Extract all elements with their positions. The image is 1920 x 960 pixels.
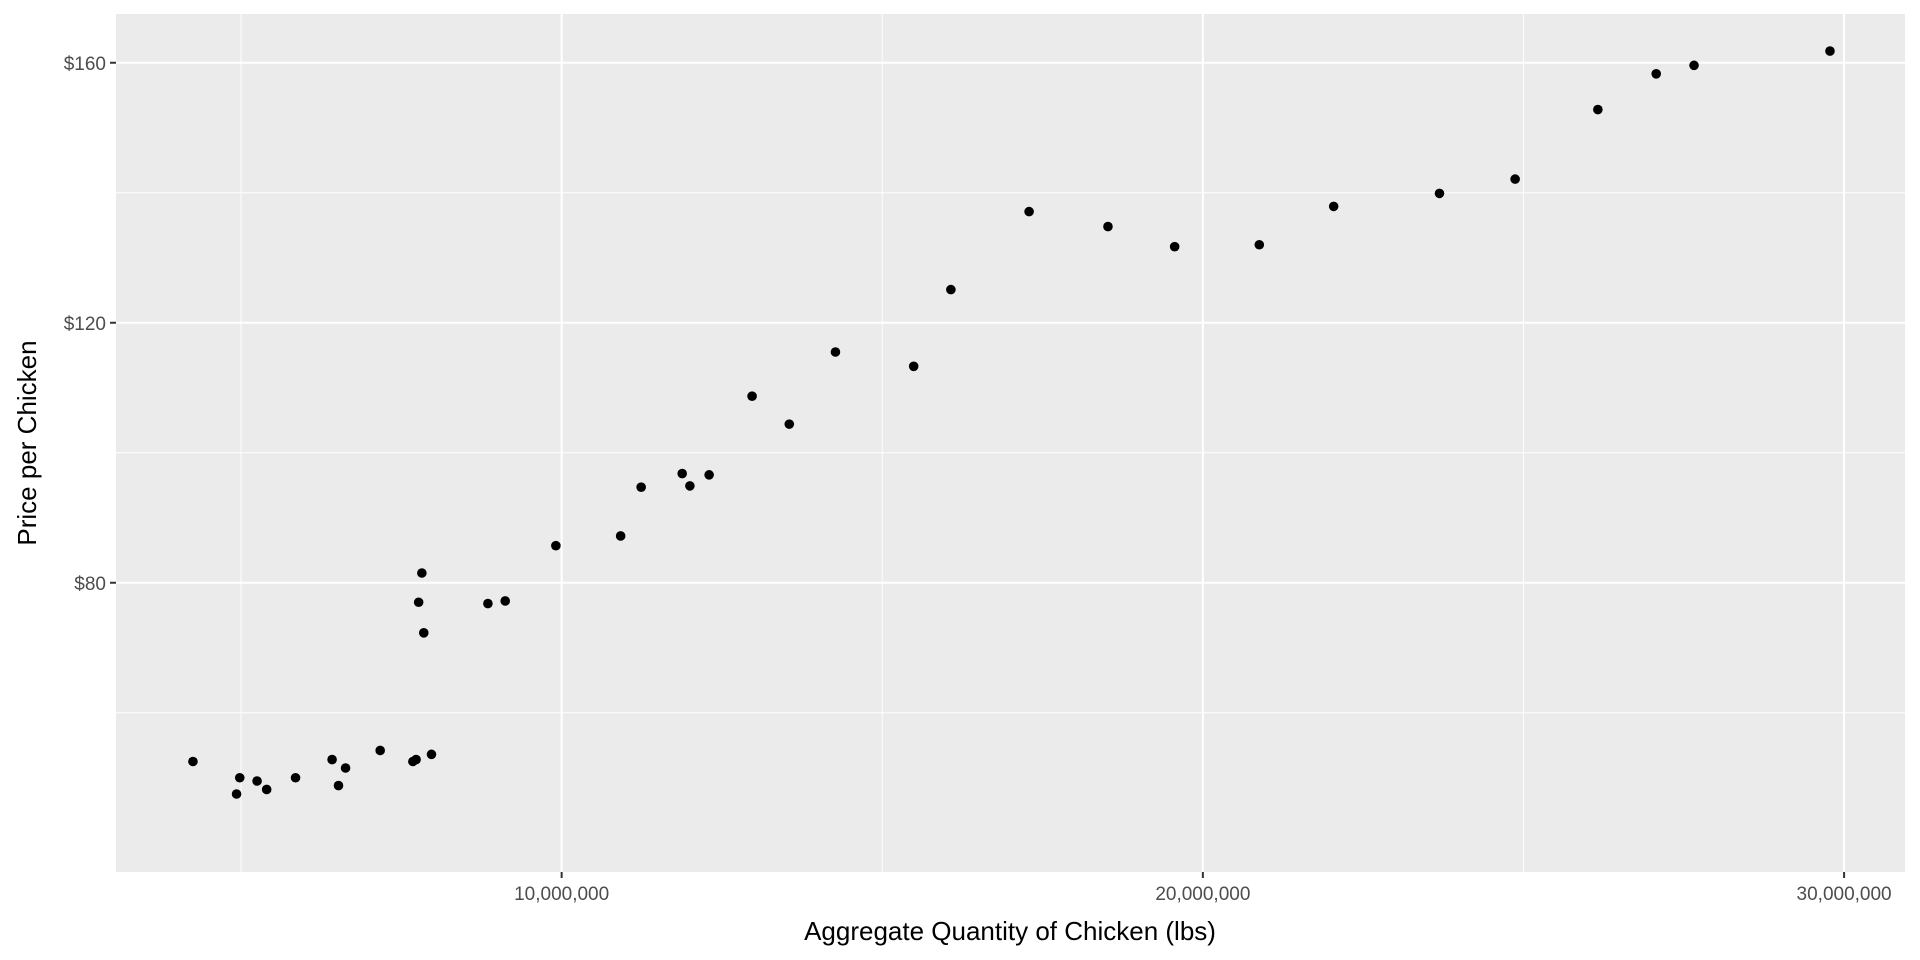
data-point [830,347,841,357]
y-tick-label: $160 [64,54,106,75]
data-point [1328,201,1339,212]
data-point [483,598,493,609]
data-point [1825,46,1835,56]
data-point [340,763,351,773]
x-axis-title: Aggregate Quantity of Chicken (lbs) [804,916,1216,946]
major-gridlines [116,14,1905,872]
data-point [946,284,956,295]
y-tick-label: $80 [74,574,106,595]
data-point [261,784,272,795]
minor-gridlines [116,14,1905,872]
x-axis: 10,000,000 20,000,000 30,000,000 [514,872,1892,905]
x-tick-label: 20,000,000 [1155,884,1250,905]
data-point [685,481,695,491]
y-axis: $80 $120 $160 [64,54,116,595]
data-point [784,419,795,429]
y-tick-label: $120 [64,314,106,335]
data-point [418,628,429,638]
data-point [290,772,301,783]
data-point [1254,239,1265,250]
data-point [234,772,245,783]
data-point [1510,174,1520,184]
data-point [1169,241,1180,252]
data-point [375,745,385,756]
data-point [231,789,242,799]
data-point [615,531,626,541]
data-point [252,776,262,786]
data-point [636,482,646,493]
data-point [1651,69,1662,79]
data-point [1593,104,1603,115]
data-point [677,468,687,479]
data-point [704,470,714,480]
data-point [500,596,511,606]
data-point [551,540,561,551]
y-axis-title: Price per Chicken [12,340,42,545]
data-point [747,391,757,402]
data-point [426,749,437,760]
data-point [1103,221,1113,232]
data-point [333,780,344,791]
data-point [327,754,337,765]
data-point [1024,206,1034,217]
data-point [908,361,919,372]
plot-panel [116,14,1905,872]
x-tick-label: 10,000,000 [514,884,609,905]
x-tick-label: 30,000,000 [1797,884,1892,905]
data-points [188,46,1835,799]
data-point [188,756,198,767]
data-point [411,754,421,765]
data-point [1434,188,1445,199]
data-point [413,597,424,608]
data-point [1689,60,1699,71]
data-point [417,568,427,578]
